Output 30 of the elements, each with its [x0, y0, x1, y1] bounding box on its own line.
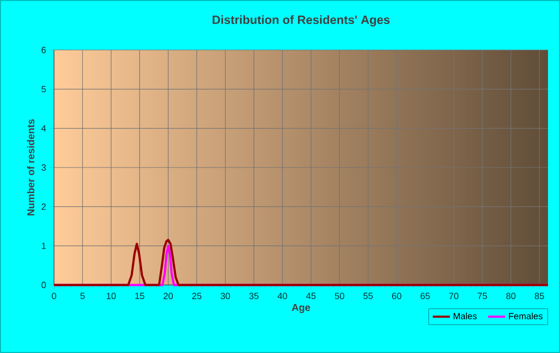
- x-tick-label: 15: [135, 292, 144, 300]
- x-tick-label: 20: [164, 292, 173, 300]
- x-tick-label: 60: [392, 292, 402, 300]
- x-tick-label: 10: [106, 292, 116, 300]
- y-tick-label: 0: [42, 282, 46, 288]
- x-tick-label: 65: [420, 292, 430, 300]
- x-tick-label: 35: [249, 292, 259, 300]
- y-tick-label: 5: [42, 86, 46, 92]
- x-tick-label: 75: [478, 292, 487, 300]
- y-axis-title: Number of residents: [26, 119, 34, 216]
- x-tick-label: 0: [52, 292, 56, 300]
- legend-label: Females: [509, 312, 542, 320]
- legend-label: Males: [454, 312, 477, 320]
- x-tick-label: 30: [220, 292, 230, 300]
- x-tick-label: 25: [192, 292, 202, 300]
- x-tick-label: 85: [534, 292, 544, 300]
- x-tick-label: 50: [334, 292, 344, 300]
- x-tick-label: 40: [278, 292, 288, 300]
- y-tick-label: 6: [42, 46, 46, 54]
- x-tick-label: 70: [449, 292, 458, 300]
- y-tick-label: 1: [42, 242, 46, 249]
- y-tick-label: 3: [42, 164, 46, 171]
- x-tick-label: 80: [506, 292, 516, 300]
- chart-title: Distribution of Residents' Ages: [212, 15, 390, 26]
- y-tick-label: 2: [42, 204, 46, 210]
- x-tick-label: 5: [80, 292, 85, 300]
- x-tick-label: 55: [363, 292, 373, 300]
- x-axis-title: Age: [292, 304, 310, 314]
- x-tick-label: 45: [306, 292, 316, 300]
- y-tick-label: 4: [41, 125, 46, 132]
